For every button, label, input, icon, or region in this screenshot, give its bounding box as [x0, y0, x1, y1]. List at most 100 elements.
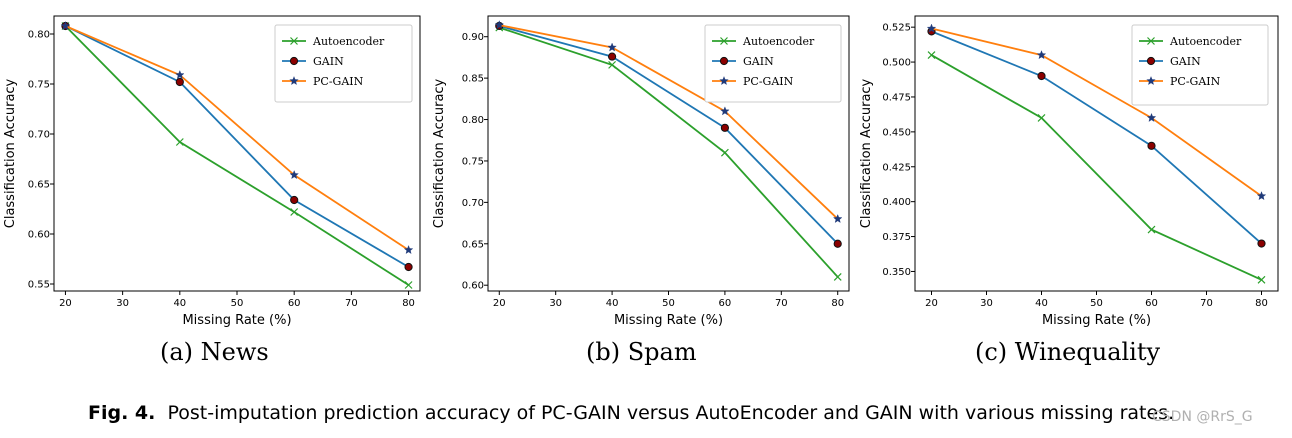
legend-marker [1146, 76, 1156, 86]
x-tick: 30 [549, 291, 562, 309]
subcaption-news: (a) News [160, 338, 269, 366]
data-point [60, 21, 71, 31]
y-tick-label: 0.350 [882, 267, 911, 278]
figure-caption-label: Fig. 4. [88, 402, 156, 424]
y-tick-label: 0.70 [28, 130, 50, 141]
x-tick: 50 [662, 291, 675, 309]
data-point [404, 281, 413, 289]
x-axis-label: Missing Rate (%) [1042, 313, 1151, 328]
y-tick-label: 0.80 [462, 115, 484, 126]
legend-label: PC-GAIN [313, 75, 364, 88]
legend: Autoencoder GAIN PC-GAIN [704, 24, 842, 103]
series-gain [927, 27, 1266, 248]
data-point [720, 106, 730, 116]
legend-marker [720, 37, 728, 45]
legend-box [274, 24, 413, 103]
legend-box [704, 24, 842, 103]
figure-caption-text: Post-imputation prediction accuracy of P… [167, 402, 1175, 424]
chart-2: 20 30 40 50 60 70 80 0.60 0.65 0.70 0.75 0.80 0.85 0.… [432, 15, 850, 328]
data-point [607, 42, 617, 52]
series-line [64, 25, 410, 286]
data-point [1037, 71, 1046, 81]
y-tick-label: 0.70 [462, 198, 484, 209]
data-point [289, 170, 299, 180]
data-point [290, 195, 299, 205]
x-tick: 20 [59, 291, 72, 309]
x-tick: 70 [775, 291, 788, 309]
y-tick: 0.90 [462, 32, 488, 43]
data-point [833, 272, 842, 281]
x-tick-label: 60 [719, 298, 732, 309]
x-tick-label: 20 [925, 298, 938, 309]
chart-1: 20 30 40 50 60 70 80 0.55 0.60 0.65 0.70 0.75 0.80 Mi… [3, 15, 421, 328]
series-line [499, 25, 839, 245]
x-tick: 80 [831, 291, 844, 309]
legend-label: GAIN [743, 55, 774, 68]
y-axis-label: Classification Accuracy [3, 78, 18, 228]
data-point [833, 239, 842, 248]
y-tick-label: 0.75 [462, 156, 484, 167]
figure-caption: Fig. 4. Post-imputation prediction accur… [88, 402, 1174, 424]
x-tick-label: 80 [831, 298, 844, 309]
legend-marker [719, 76, 729, 86]
x-tick-label: 40 [173, 298, 186, 309]
x-tick-label: 30 [980, 298, 993, 309]
y-axis-label: Classification Accuracy [859, 78, 874, 228]
x-tick: 60 [288, 291, 301, 309]
y-tick: 0.70 [28, 130, 54, 141]
chart-3: 20 30 40 50 60 70 80 0.350 0.375 0.400 0.425 0.450 0… [859, 15, 1279, 328]
y-tick: 0.65 [462, 239, 488, 250]
y-tick: 0.500 [882, 58, 915, 69]
data-point [1037, 113, 1046, 122]
y-tick-label: 0.60 [28, 230, 50, 241]
data-point [927, 51, 936, 60]
data-point [404, 262, 413, 272]
data-point [720, 148, 729, 157]
data-point [175, 77, 184, 87]
y-tick: 0.475 [882, 92, 915, 103]
y-tick: 0.80 [28, 30, 54, 41]
y-tick-label: 0.400 [882, 197, 911, 208]
data-point [720, 123, 730, 132]
legend-label: GAIN [1170, 55, 1201, 68]
y-tick-label: 0.80 [28, 30, 50, 41]
x-tick: 40 [173, 291, 186, 309]
legend-marker [289, 56, 299, 66]
legend-label: Autoencoder [1169, 35, 1242, 48]
data-point [1257, 239, 1266, 248]
watermark: CSDN @RrS_G [1152, 409, 1253, 425]
x-tick-label: 40 [1035, 298, 1048, 309]
x-tick: 40 [1035, 291, 1048, 309]
legend-box [1131, 24, 1269, 106]
data-point [833, 213, 843, 223]
x-tick: 50 [1090, 291, 1103, 309]
y-tick: 0.55 [28, 280, 54, 291]
legend-marker [719, 56, 729, 66]
series-pc-gain [494, 20, 843, 223]
series-line [498, 26, 839, 278]
x-tick-label: 50 [1090, 298, 1103, 309]
y-tick: 0.350 [882, 267, 915, 278]
x-tick-label: 30 [549, 298, 562, 309]
x-axis-label: Missing Rate (%) [182, 313, 291, 328]
x-tick-label: 70 [1200, 298, 1213, 309]
y-tick: 0.80 [462, 115, 488, 126]
y-axis-label: Classification Accuracy [432, 78, 447, 228]
series-line [931, 30, 1263, 245]
data-point [608, 60, 617, 69]
y-tick-label: 0.60 [462, 281, 484, 292]
series-line [65, 25, 410, 268]
series-line [931, 54, 1262, 281]
data-point [175, 138, 184, 146]
x-axis-label: Missing Rate (%) [614, 313, 723, 328]
x-tick-label: 80 [402, 298, 415, 309]
y-tick: 0.525 [882, 23, 915, 34]
y-tick-label: 0.85 [462, 74, 484, 85]
y-tick: 0.400 [882, 197, 915, 208]
y-tick: 0.70 [462, 198, 488, 209]
x-tick-label: 40 [606, 298, 619, 309]
y-tick-label: 0.425 [882, 162, 911, 173]
y-tick-label: 0.475 [882, 92, 911, 103]
y-tick-label: 0.90 [462, 32, 484, 43]
x-tick: 60 [1145, 291, 1158, 309]
